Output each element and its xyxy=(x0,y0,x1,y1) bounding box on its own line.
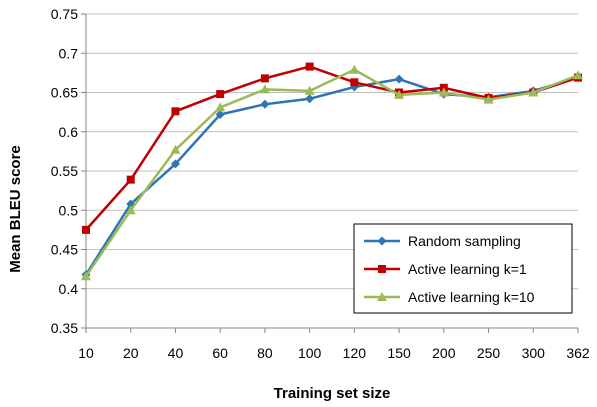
y-tick-labels: 0.35 0.4 0.45 0.5 0.55 0.6 0.65 0.7 0.75 xyxy=(51,6,78,336)
x-tick-label: 20 xyxy=(123,345,139,361)
y-tick-label: 0.65 xyxy=(51,85,78,101)
x-tick-label: 200 xyxy=(432,345,456,361)
data-point xyxy=(81,271,91,281)
legend-marker xyxy=(377,292,387,301)
data-point xyxy=(483,94,494,104)
y-tick-label: 0.45 xyxy=(51,242,78,258)
data-point xyxy=(216,90,225,99)
series-3 xyxy=(81,64,583,281)
legend-marker xyxy=(378,265,386,273)
data-point xyxy=(394,89,405,99)
legend: Random sampling Active learning k=1 Active… xyxy=(353,223,573,314)
x-tick-label: 150 xyxy=(387,345,411,361)
data-point xyxy=(304,85,315,95)
x-tick-label: 120 xyxy=(343,345,367,361)
data-point xyxy=(573,70,583,80)
x-axis-title: Training set size xyxy=(274,385,391,402)
y-tick-label: 0.4 xyxy=(59,281,79,297)
data-point xyxy=(438,87,449,97)
legend-label: Active learning k=10 xyxy=(408,289,535,305)
legend-label: Random sampling xyxy=(408,233,521,249)
data-point xyxy=(215,102,226,112)
x-tick-label: 250 xyxy=(477,345,501,361)
y-tick-label: 0.55 xyxy=(51,163,78,179)
y-tick-label: 0.7 xyxy=(59,45,79,61)
legend-marker xyxy=(377,236,387,246)
legend-entry: Active learning k=1 xyxy=(364,261,527,277)
x-tick-label: 40 xyxy=(168,345,184,361)
series-lines xyxy=(81,62,583,281)
series-line xyxy=(84,68,579,277)
y-tick-label: 0.6 xyxy=(59,124,79,140)
x-tick-label: 362 xyxy=(566,345,590,361)
legend-entry: Active learning k=10 xyxy=(364,289,535,305)
x-tick-label: 80 xyxy=(257,345,273,361)
y-tick-label: 0.5 xyxy=(59,202,79,218)
y-tick-label: 0.75 xyxy=(51,6,78,22)
data-point xyxy=(82,225,90,234)
data-point xyxy=(170,159,180,169)
data-point xyxy=(259,84,270,94)
data-point xyxy=(305,94,315,104)
data-point xyxy=(260,99,270,109)
x-tick-label: 100 xyxy=(298,345,322,361)
data-point xyxy=(350,78,359,87)
y-tick-label: 0.35 xyxy=(51,320,78,336)
data-point xyxy=(215,109,225,119)
data-point xyxy=(260,74,269,83)
x-tick-label: 300 xyxy=(522,345,546,361)
legend-entry: Random sampling xyxy=(364,233,521,249)
x-tick-label: 10 xyxy=(78,345,94,361)
data-point xyxy=(171,107,180,116)
data-point xyxy=(126,175,135,184)
data-point xyxy=(528,87,539,97)
series-line xyxy=(85,65,579,231)
data-point xyxy=(170,144,181,154)
x-tick-labels: 10 20 40 60 80 100 120 150 200 250 300 362 xyxy=(78,345,590,361)
series-2 xyxy=(82,62,582,234)
data-point xyxy=(394,74,404,84)
data-point xyxy=(349,64,360,74)
legend-label: Active learning k=1 xyxy=(408,261,527,277)
y-axis-title: Mean BLEU score xyxy=(7,145,24,273)
x-tick-label: 60 xyxy=(212,345,228,361)
data-point xyxy=(305,62,314,71)
data-point xyxy=(125,205,136,215)
